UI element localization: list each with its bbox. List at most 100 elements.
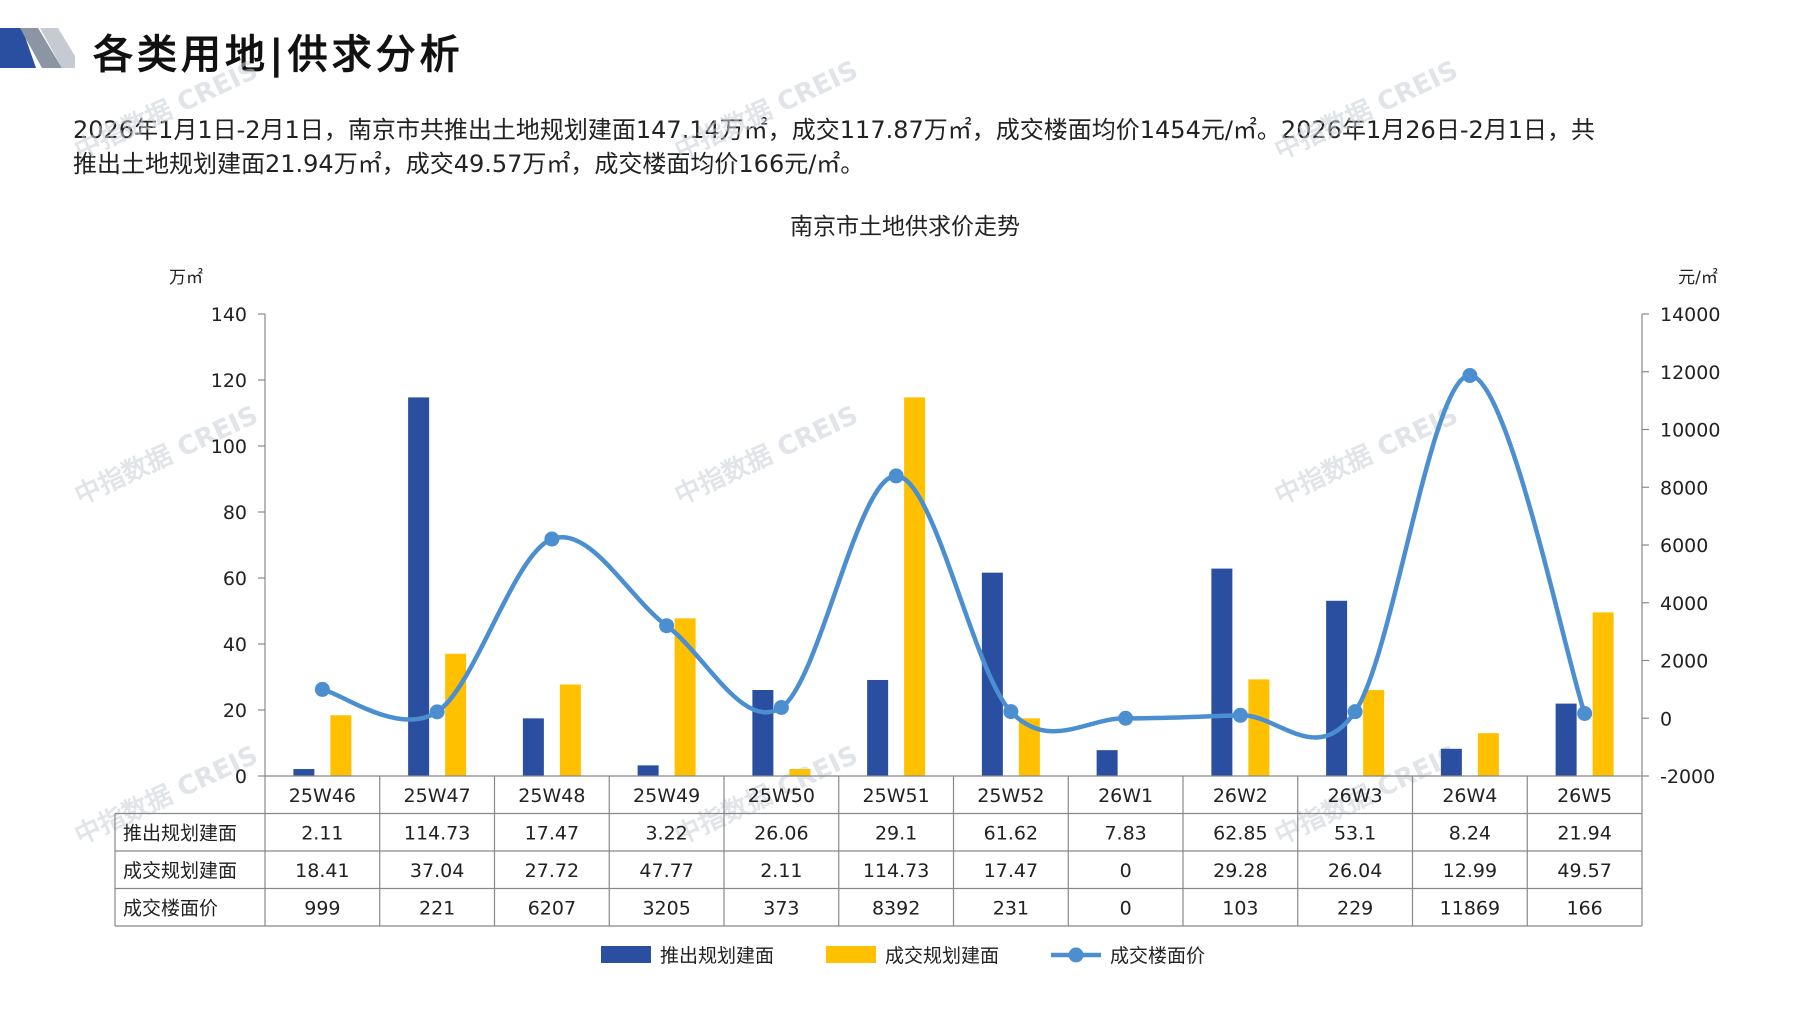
table-cell: 373 xyxy=(763,897,799,919)
legend-swatch-supply xyxy=(601,946,651,963)
table-cell: 229 xyxy=(1337,897,1373,919)
deal-bar xyxy=(1363,690,1385,776)
table-cell: 26.04 xyxy=(1328,860,1382,882)
left-tick-label: 100 xyxy=(211,436,247,458)
watermark: 中指数据 CREIS xyxy=(670,55,862,166)
table-row-label: 成交规划建面 xyxy=(123,860,237,882)
table-cell: 2.11 xyxy=(301,822,343,844)
price-point xyxy=(659,618,675,634)
watermark: 中指数据 CREIS xyxy=(1270,55,1462,166)
table-cell: 53.1 xyxy=(1334,822,1376,844)
supply-bar xyxy=(1555,703,1577,776)
table-cell: 2.11 xyxy=(760,860,802,882)
price-point xyxy=(544,531,560,547)
x-tick-label: 25W48 xyxy=(518,785,585,807)
deal-bar xyxy=(445,653,467,776)
price-point xyxy=(429,704,445,720)
table-cell: 103 xyxy=(1222,897,1258,919)
summary-text: 2026年1月1日-2月1日，南京市共推出土地规划建面147.14万㎡，成交11… xyxy=(73,113,1753,181)
price-point xyxy=(314,681,330,697)
deal-bar xyxy=(1592,612,1614,776)
left-axis-unit: 万㎡ xyxy=(169,268,203,288)
table-cell: 231 xyxy=(993,897,1029,919)
legend: 推出规划建面 成交规划建面 成交楼面价 xyxy=(601,945,1205,967)
supply-bar xyxy=(637,765,659,776)
supply-bar xyxy=(1440,748,1462,776)
deal-bar xyxy=(1018,718,1040,776)
price-point xyxy=(1462,368,1478,384)
table-cell: 49.57 xyxy=(1557,860,1611,882)
bars xyxy=(293,397,1614,776)
table-cell: 6207 xyxy=(528,897,576,919)
table-cell: 3205 xyxy=(642,897,690,919)
axes: 0 20 40 60 80 100 120 140 -2000 0 2000 4000 6000 8000… xyxy=(211,304,1721,788)
x-tick-label: 25W46 xyxy=(289,785,356,807)
deal-bar xyxy=(330,715,352,776)
price-point xyxy=(1577,705,1593,721)
table-cell: 0 xyxy=(1120,860,1132,882)
table-cell: 37.04 xyxy=(410,860,464,882)
table-cell: 29.1 xyxy=(875,822,917,844)
x-tick-label: 26W5 xyxy=(1557,785,1612,807)
supply-bar xyxy=(1096,750,1118,776)
table-row-label: 成交楼面价 xyxy=(123,897,218,919)
data-table: 25W46 25W47 25W48 25W49 25W50 25W51 25W52 26W1 2… xyxy=(114,775,1643,927)
legend-marker-price xyxy=(1068,947,1084,963)
deal-bar xyxy=(1477,733,1499,776)
price-line xyxy=(314,368,1593,740)
table-cell: 21.94 xyxy=(1557,822,1611,844)
price-point xyxy=(888,468,904,484)
price-point xyxy=(1347,704,1363,720)
table-cell: 29.28 xyxy=(1213,860,1267,882)
legend-label-supply: 推出规划建面 xyxy=(660,945,774,967)
right-tick-label: 14000 xyxy=(1660,304,1720,326)
table-row-label: 推出规划建面 xyxy=(123,822,237,844)
header-deco-grey xyxy=(20,28,62,68)
table-cell: 999 xyxy=(304,897,340,919)
table-cell: 166 xyxy=(1566,897,1602,919)
deal-bar xyxy=(559,684,581,776)
summary-line-1: 2026年1月1日-2月1日，南京市共推出土地规划建面147.14万㎡，成交11… xyxy=(73,116,1596,144)
watermark: 中指数据 CREIS xyxy=(70,55,262,166)
left-tick-label: 20 xyxy=(223,700,247,722)
right-tick-label: 8000 xyxy=(1660,477,1708,499)
supply-bar xyxy=(408,397,430,776)
left-tick-label: 140 xyxy=(211,304,247,326)
table-cell: 17.47 xyxy=(525,822,579,844)
table-cell: 8.24 xyxy=(1449,822,1491,844)
header-deco-dark xyxy=(0,28,36,68)
table-cell: 3.22 xyxy=(645,822,687,844)
x-tick-label: 25W50 xyxy=(748,785,815,807)
deal-bar xyxy=(789,769,811,776)
table-cell: 47.77 xyxy=(639,860,693,882)
table-cell: 8392 xyxy=(872,897,920,919)
x-tick-label: 26W2 xyxy=(1213,785,1268,807)
legend-label-price: 成交楼面价 xyxy=(1110,945,1205,967)
table-cell: 0 xyxy=(1120,897,1132,919)
left-tick-label: 40 xyxy=(223,634,247,656)
table-cell: 11869 xyxy=(1440,897,1500,919)
right-tick-label: -2000 xyxy=(1660,766,1715,788)
right-tick-label: 12000 xyxy=(1660,362,1720,384)
summary-line-2: 推出土地规划建面21.94万㎡，成交49.57万㎡，成交楼面均价166元/㎡。 xyxy=(73,150,865,178)
supply-bar xyxy=(1326,600,1348,776)
left-tick-label: 120 xyxy=(211,370,247,392)
x-tick-label: 25W52 xyxy=(977,785,1044,807)
right-tick-label: 4000 xyxy=(1660,593,1708,615)
table-cell: 27.72 xyxy=(525,860,579,882)
left-tick-label: 60 xyxy=(223,568,247,590)
page-title: 各类用地|供求分析 xyxy=(93,32,464,78)
right-tick-label: 0 xyxy=(1660,708,1672,730)
header-deco-light xyxy=(40,28,75,68)
deal-bar xyxy=(1248,679,1270,776)
table-cell: 18.41 xyxy=(295,860,349,882)
deal-bar xyxy=(674,618,696,776)
table-cell: 62.85 xyxy=(1213,822,1267,844)
supply-bar xyxy=(752,690,774,776)
supply-bar xyxy=(293,769,315,776)
x-tick-label: 25W47 xyxy=(404,785,471,807)
right-tick-label: 2000 xyxy=(1660,651,1708,673)
deal-bar xyxy=(904,397,926,776)
header-decoration xyxy=(0,28,75,68)
